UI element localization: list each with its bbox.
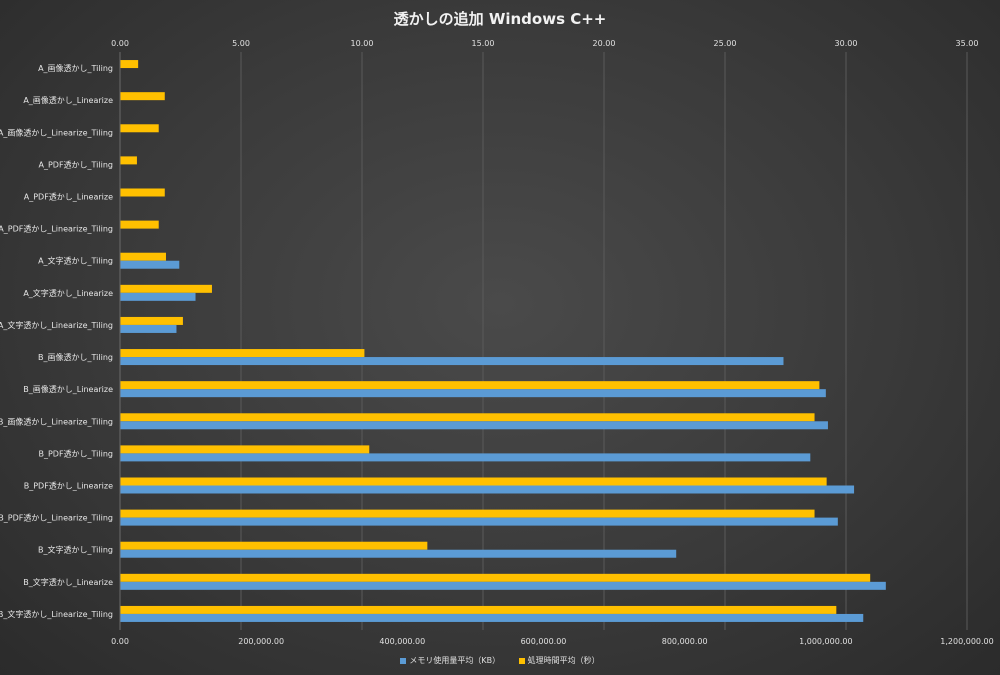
category-label: B_文字透かし_Tiling [38, 545, 113, 555]
chart-title: 透かしの追加 Windows C++ [393, 10, 607, 28]
memory-bar [120, 613, 864, 622]
category-label: A_画像透かし_Linearize_Tiling [0, 127, 113, 137]
top-axis-tick-label: 35.00 [956, 39, 979, 48]
category-label: B_文字透かし_Linearize_Tiling [0, 609, 113, 619]
category-label: A_文字透かし_Linearize [23, 288, 113, 298]
category-label: B_文字透かし_Linearize [23, 577, 113, 587]
memory-bar [120, 389, 826, 398]
top-axis-tick-label: 10.00 [351, 39, 374, 48]
memory-bar [120, 357, 784, 366]
memory-bar [120, 260, 180, 269]
category-label: A_PDF透かし_Linearize_Tiling [0, 225, 113, 234]
time-bar [120, 124, 159, 133]
top-axis-tick-label: 15.00 [472, 39, 495, 48]
time-bar [120, 60, 139, 69]
top-axis-tick-label: 25.00 [714, 39, 737, 48]
bottom-axis-tick-label: 0.00 [111, 637, 129, 646]
category-label: B_画像透かし_Linearize [23, 384, 113, 394]
memory-bar [120, 549, 677, 558]
category-label: A_PDF透かし_Tiling [38, 160, 113, 169]
category-label: B_画像透かし_Linearize_Tiling [0, 416, 113, 426]
bottom-axis-tick-label: 200,000.00 [238, 637, 284, 646]
time-bar [120, 573, 871, 582]
category-label: B_PDF透かし_Linearize_Tiling [0, 514, 113, 523]
category-label: A_画像透かし_Linearize [23, 95, 113, 105]
legend-swatch-time [518, 657, 525, 664]
bottom-axis-tick-label: 400,000.00 [379, 637, 425, 646]
time-bar [120, 316, 183, 325]
time-bar [120, 413, 815, 422]
time-bar [120, 445, 370, 454]
legend-swatch-memory [400, 657, 407, 664]
top-axis-tick-label: 20.00 [593, 39, 616, 48]
time-bar [120, 349, 365, 358]
category-label: A_文字透かし_Tiling [38, 256, 113, 266]
time-bar [120, 220, 159, 229]
time-bar [120, 92, 165, 101]
category-label: A_画像透かし_Tiling [38, 63, 113, 73]
bottom-axis-tick-label: 1,000,000.00 [799, 637, 852, 646]
memory-bar [120, 581, 886, 590]
time-bar [120, 156, 137, 165]
memory-bar [120, 485, 855, 494]
legend-label-memory: メモリ使用量平均（KB） [409, 656, 501, 665]
memory-bar [120, 453, 811, 462]
category-label: B_画像透かし_Tiling [38, 352, 113, 362]
bottom-axis-tick-label: 1,200,000.00 [940, 637, 993, 646]
time-bar [120, 541, 428, 550]
legend: メモリ使用量平均（KB） 処理時間平均（秒） [0, 655, 1000, 666]
category-label: A_文字透かし_Linearize_Tiling [0, 320, 113, 330]
time-bar [120, 252, 166, 261]
category-label: B_PDF透かし_Linearize [24, 482, 113, 491]
time-bar [120, 381, 820, 390]
bottom-axis-tick-label: 800,000.00 [662, 637, 708, 646]
time-bar [120, 284, 212, 293]
memory-bar [120, 324, 177, 333]
top-axis-tick-label: 30.00 [835, 39, 858, 48]
top-axis-tick-label: 5.00 [232, 39, 250, 48]
time-bar [120, 477, 827, 486]
legend-item-memory: メモリ使用量平均（KB） [400, 655, 500, 666]
memory-bar [120, 517, 838, 526]
time-bar [120, 188, 165, 197]
memory-bar [120, 421, 828, 430]
time-bar [120, 509, 815, 518]
legend-item-time: 処理時間平均（秒） [518, 655, 600, 666]
time-bar [120, 605, 837, 614]
memory-bar [120, 292, 196, 301]
legend-label-time: 処理時間平均（秒） [527, 656, 600, 665]
category-label: A_PDF透かし_Linearize [24, 193, 113, 202]
bottom-axis-tick-label: 600,000.00 [521, 637, 567, 646]
top-axis-tick-label: 0.00 [111, 39, 129, 48]
category-label: B_PDF透かし_Tiling [38, 449, 113, 458]
